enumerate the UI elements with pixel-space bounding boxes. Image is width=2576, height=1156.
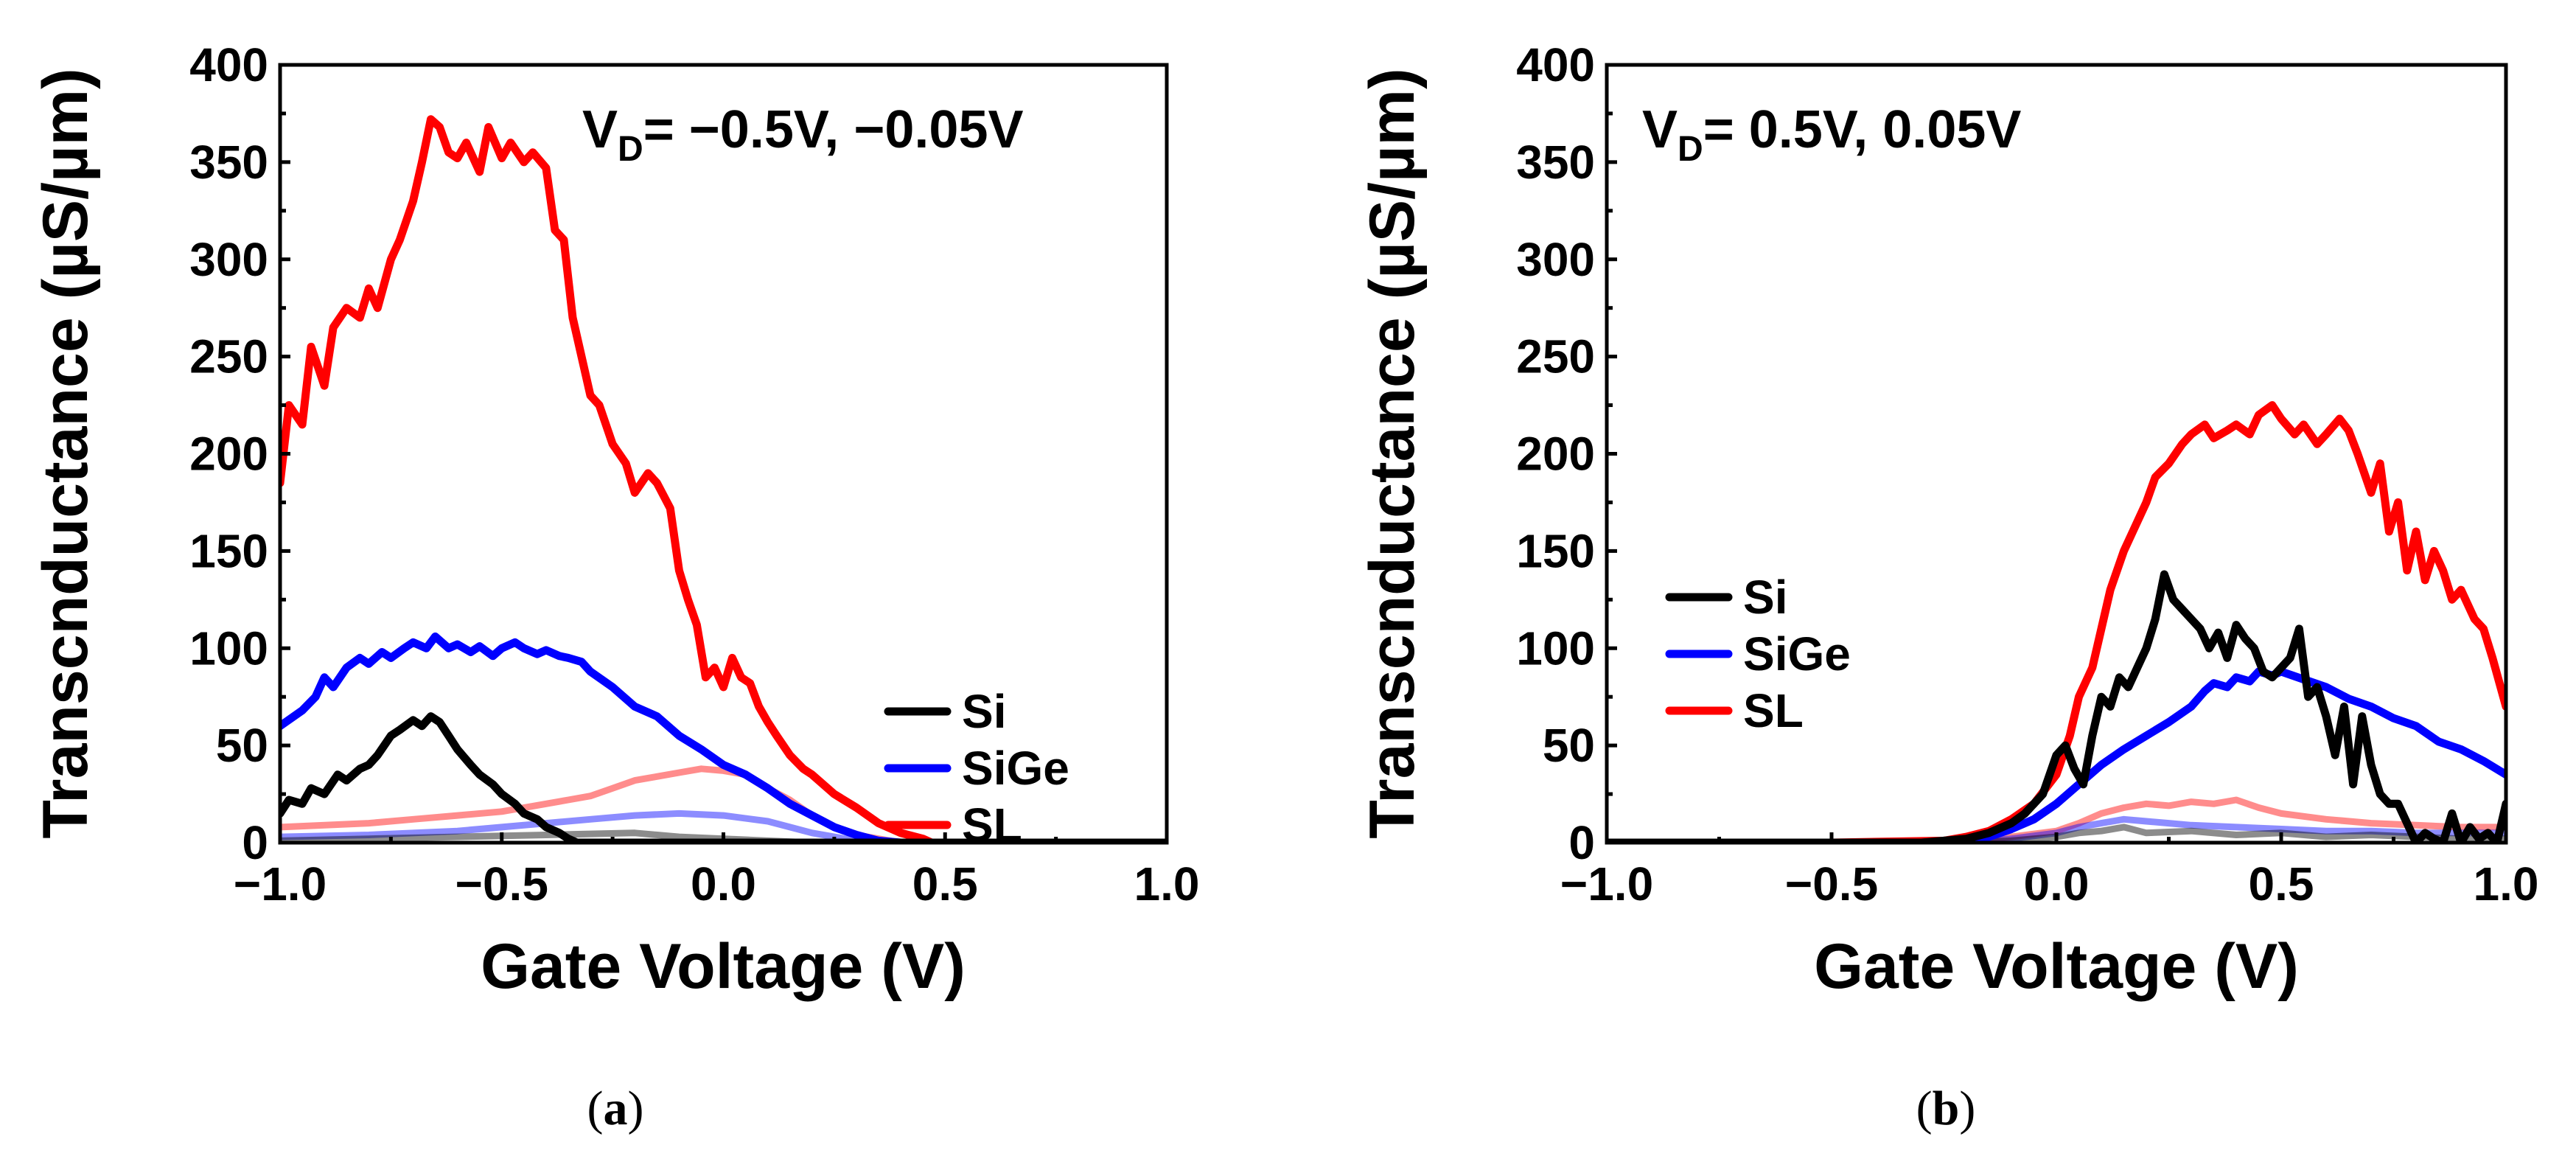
y-tick-label: 250 bbox=[189, 330, 268, 383]
x-tick-label: 0.0 bbox=[2024, 857, 2090, 910]
vd-annotation: VD= 0.5V, 0.05V bbox=[1642, 100, 2021, 169]
legend-label-sl: SL bbox=[1743, 684, 1804, 737]
x-tick-label: 0.0 bbox=[691, 857, 756, 910]
vd-subscript: D bbox=[618, 130, 643, 169]
x-axis-label: Gate Voltage (V) bbox=[481, 931, 966, 1002]
y-tick-label: 400 bbox=[1516, 38, 1595, 91]
plot-frame bbox=[1605, 63, 2508, 845]
legend-label-si: Si bbox=[962, 685, 1006, 738]
y-tick-label: 200 bbox=[1516, 428, 1595, 481]
y-axis-label: Transcnductance (µS/µm) bbox=[30, 68, 101, 838]
y-tick-label: 300 bbox=[1516, 233, 1595, 286]
x-axis-label: Gate Voltage (V) bbox=[1814, 931, 2299, 1002]
panel-caption: (a) bbox=[587, 1082, 644, 1135]
series-line-sl-low-vd bbox=[1607, 796, 2506, 843]
caption-letter: b bbox=[1933, 1082, 1960, 1135]
panel-a: 0 50 100 150 200 250 300 350 400 −1.0 −0.5 0.0 0.5 1.… bbox=[30, 38, 1199, 1135]
legend-label-si: Si bbox=[1743, 571, 1787, 624]
panel-caption: (b) bbox=[1916, 1082, 1976, 1135]
series-line-sl-high-vd bbox=[280, 115, 1167, 843]
series-line-sige-high-vd bbox=[1607, 667, 2506, 843]
x-tick-label: 0.5 bbox=[2249, 857, 2314, 910]
legend-label-sl: SL bbox=[962, 798, 1022, 852]
legend-label-sige: SiGe bbox=[1743, 627, 1851, 680]
vd-main: V bbox=[582, 100, 618, 159]
series-line-sige-high-vd bbox=[280, 632, 1167, 843]
y-tick-label: 400 bbox=[189, 38, 268, 91]
x-tick-label: 1.0 bbox=[2474, 857, 2539, 910]
y-tick-label: 0 bbox=[242, 816, 268, 869]
y-tick-label: 300 bbox=[189, 233, 268, 286]
series-line-si-low-vd bbox=[1607, 824, 2506, 843]
y-tick-label: 100 bbox=[1516, 621, 1595, 675]
y-tick-label: 50 bbox=[1543, 719, 1595, 772]
vd-subscript: D bbox=[1678, 130, 1703, 169]
y-tick-label: 350 bbox=[1516, 136, 1595, 189]
caption-close: ) bbox=[628, 1082, 644, 1135]
vd-values: = −0.5V, −0.05V bbox=[643, 100, 1024, 159]
y-tick-label: 50 bbox=[216, 719, 268, 772]
series-line-sige-low-vd bbox=[1607, 815, 2506, 843]
vd-main: V bbox=[1642, 100, 1678, 159]
y-tick-label: 100 bbox=[189, 621, 268, 675]
series-line-si-high-vd bbox=[1607, 570, 2506, 843]
series-group bbox=[280, 115, 1167, 843]
x-tick-label: −0.5 bbox=[1785, 857, 1878, 910]
y-tick-label: 150 bbox=[1516, 524, 1595, 577]
series-line-sl-high-vd bbox=[1607, 401, 2506, 843]
y-tick-label: 200 bbox=[189, 428, 268, 481]
series-line-si-high-vd bbox=[280, 712, 1167, 843]
y-axis-label: Transcnductance (µS/µm) bbox=[1357, 68, 1428, 838]
panel-b: 0 50 100 150 200 250 300 350 400 −1.0 −0.5 0.0 0.5 1.… bbox=[1357, 38, 2538, 1135]
y-tick-label: 350 bbox=[189, 136, 268, 189]
vd-annotation: VD= −0.5V, −0.05V bbox=[582, 100, 1024, 169]
plot-frame bbox=[278, 63, 1169, 845]
x-tick-label: 1.0 bbox=[1134, 857, 1200, 910]
y-tick-label: 150 bbox=[189, 524, 268, 577]
legend-label-sige: SiGe bbox=[962, 742, 1069, 795]
y-tick-label: 0 bbox=[1568, 816, 1595, 869]
caption-open: ( bbox=[1916, 1082, 1933, 1135]
x-tick-label: −0.5 bbox=[455, 857, 548, 910]
x-tick-label: 0.5 bbox=[912, 857, 978, 910]
x-tick-label: −1.0 bbox=[234, 857, 327, 910]
caption-close: ) bbox=[1959, 1082, 1975, 1135]
series-group bbox=[1607, 401, 2506, 843]
y-tick-label: 250 bbox=[1516, 330, 1595, 383]
vd-values: = 0.5V, 0.05V bbox=[1703, 100, 2022, 159]
caption-letter: a bbox=[604, 1082, 628, 1135]
caption-open: ( bbox=[587, 1082, 604, 1135]
x-tick-label: −1.0 bbox=[1560, 857, 1653, 910]
